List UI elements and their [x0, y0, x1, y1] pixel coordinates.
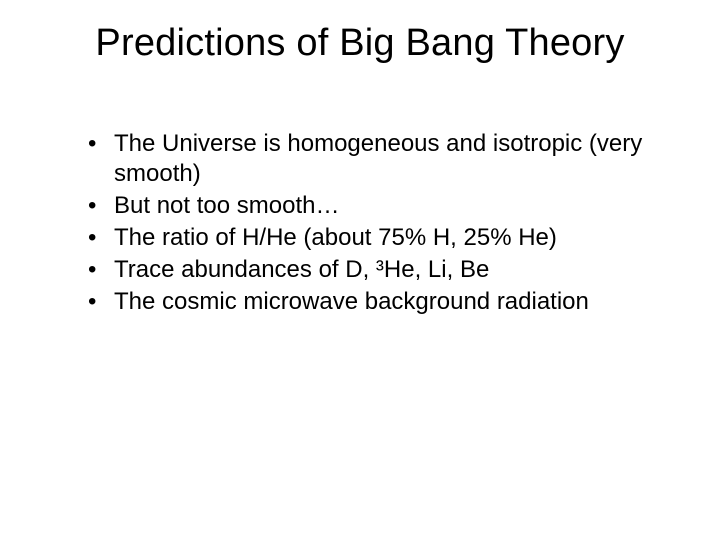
- list-item: But not too smooth…: [88, 191, 680, 221]
- slide-title: Predictions of Big Bang Theory: [40, 22, 680, 65]
- list-item: The ratio of H/He (about 75% H, 25% He): [88, 223, 680, 253]
- list-item: The Universe is homogeneous and isotropi…: [88, 129, 680, 189]
- bullet-list: The Universe is homogeneous and isotropi…: [40, 129, 680, 317]
- slide: Predictions of Big Bang Theory The Unive…: [0, 0, 720, 540]
- list-item: The cosmic microwave background radiatio…: [88, 287, 680, 317]
- list-item: Trace abundances of D, ³He, Li, Be: [88, 255, 680, 285]
